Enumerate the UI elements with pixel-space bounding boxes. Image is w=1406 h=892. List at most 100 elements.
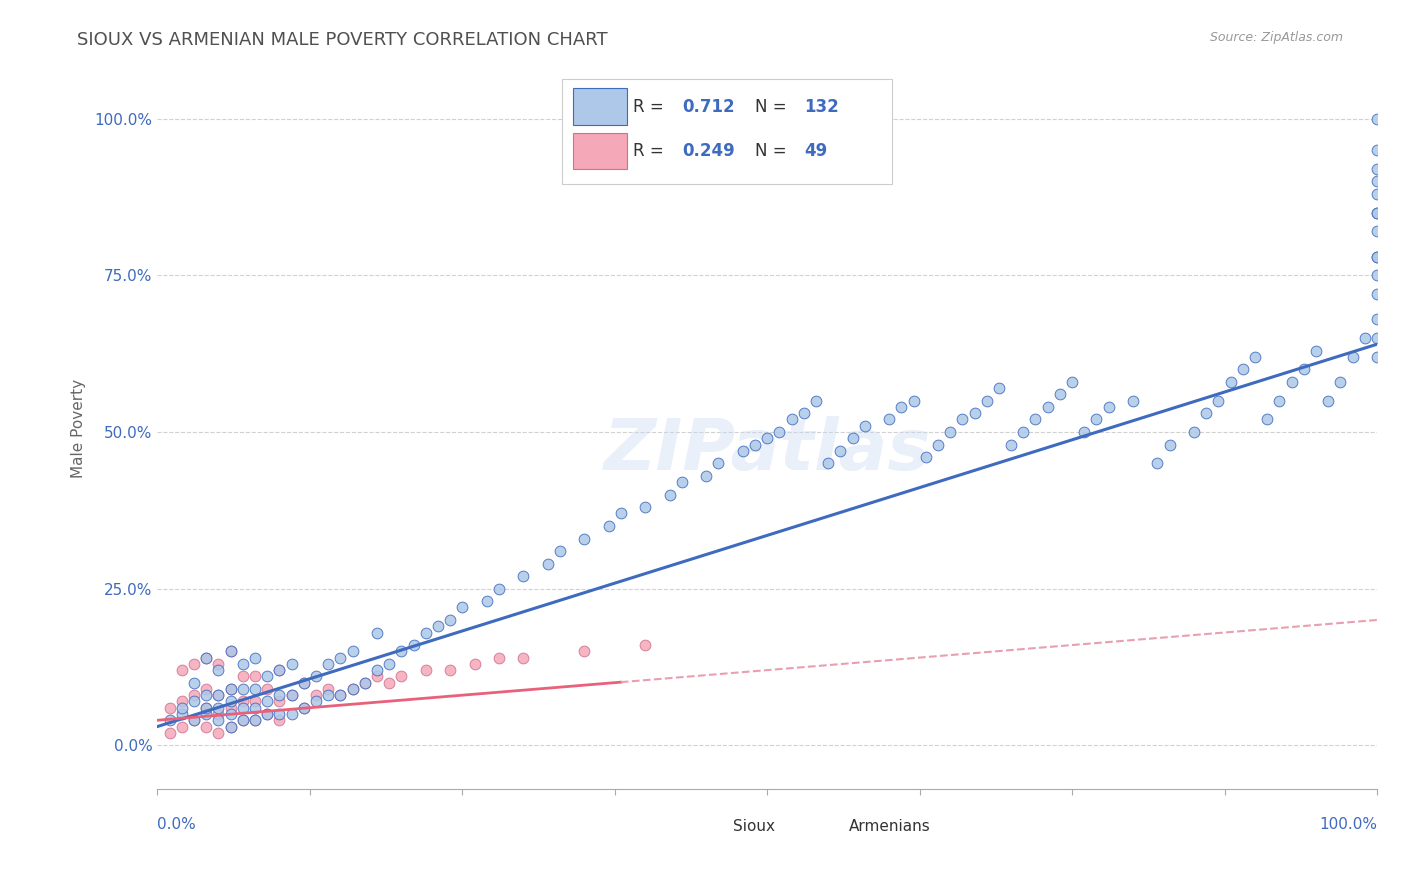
Y-axis label: Male Poverty: Male Poverty [72,379,86,478]
Point [488,582,510,596]
Point [269,694,291,708]
Point [159,700,181,714]
Point [170,663,193,677]
FancyBboxPatch shape [574,88,627,125]
Point [219,644,242,658]
Point [927,437,949,451]
Point [890,400,912,414]
Point [731,443,754,458]
Point [219,694,242,708]
Point [488,650,510,665]
Point [1354,331,1376,345]
Point [183,675,205,690]
Point [1000,437,1022,451]
Point [963,406,986,420]
Point [342,681,364,696]
Point [243,669,266,683]
Point [342,644,364,658]
Point [195,700,218,714]
Point [316,688,339,702]
Point [1305,343,1327,358]
Point [269,706,291,721]
Point [232,713,254,727]
Point [195,688,218,702]
Text: 0.249: 0.249 [682,143,734,161]
Point [1341,350,1364,364]
Point [1365,287,1388,301]
Point [256,706,278,721]
Point [243,713,266,727]
Point [707,456,730,470]
Point [378,675,401,690]
Point [1195,406,1218,420]
Point [671,475,693,489]
Point [574,532,596,546]
Point [1159,437,1181,451]
Point [219,719,242,733]
Point [232,694,254,708]
Point [243,700,266,714]
Point [195,681,218,696]
Point [207,726,229,740]
Point [243,713,266,727]
Point [548,544,571,558]
Text: ZIPatlas: ZIPatlas [603,416,931,485]
Point [159,713,181,727]
Point [269,688,291,702]
Point [219,644,242,658]
Point [305,669,328,683]
Point [830,443,852,458]
Point [1317,393,1340,408]
Point [366,669,388,683]
Point [780,412,803,426]
Text: Source: ZipAtlas.com: Source: ZipAtlas.com [1209,31,1343,45]
Point [389,644,412,658]
Point [1365,250,1388,264]
Point [439,663,461,677]
Point [853,418,876,433]
Text: 100.0%: 100.0% [1319,817,1376,832]
Point [329,688,352,702]
Point [1049,387,1071,401]
Point [1365,205,1388,219]
Point [256,694,278,708]
Point [195,650,218,665]
Point [987,381,1010,395]
Point [316,681,339,696]
Point [232,669,254,683]
Point [170,706,193,721]
Point [756,431,779,445]
Point [170,719,193,733]
Point [195,706,218,721]
Point [841,431,863,445]
Point [378,657,401,671]
Point [1232,362,1254,376]
Point [170,694,193,708]
Point [243,681,266,696]
Point [1365,250,1388,264]
Point [451,600,474,615]
Point [426,619,449,633]
Point [1219,375,1241,389]
Text: 132: 132 [804,98,838,116]
Point [1365,186,1388,201]
Point [1012,425,1035,439]
Point [280,688,302,702]
Point [415,625,437,640]
Point [280,657,302,671]
Point [598,519,620,533]
Point [207,688,229,702]
Point [1365,350,1388,364]
Point [207,657,229,671]
Point [903,393,925,408]
Point [1365,331,1388,345]
Point [183,688,205,702]
Point [1268,393,1291,408]
Point [744,437,766,451]
Point [1060,375,1083,389]
Point [353,675,375,690]
Point [1182,425,1205,439]
Point [1365,174,1388,188]
Point [1208,393,1230,408]
Point [269,663,291,677]
